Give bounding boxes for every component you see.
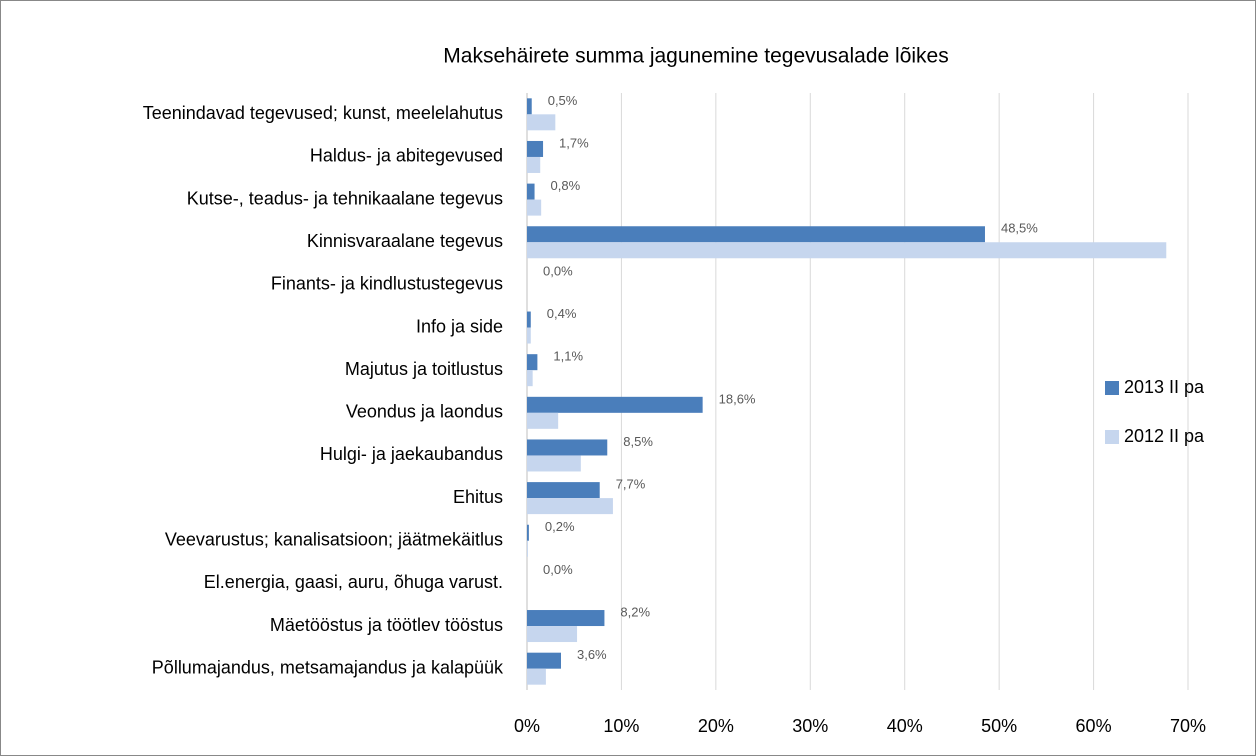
chart-title: Maksehäirete summa jagunemine tegevusala… <box>443 45 948 68</box>
bar <box>527 540 528 557</box>
y-tick-label: Info ja side <box>416 316 503 336</box>
data-label: 0,8% <box>551 178 581 193</box>
bar <box>527 226 985 243</box>
data-label: 1,7% <box>559 135 589 150</box>
bar <box>527 311 531 328</box>
bar <box>527 183 535 200</box>
legend-label: 2012 II pa <box>1124 426 1205 446</box>
bar <box>527 370 533 387</box>
bar <box>527 199 542 216</box>
y-tick-label: Veevarustus; kanalisatsioon; jäätmekäitl… <box>165 530 503 550</box>
bar <box>527 412 559 429</box>
y-tick-label: Kinnisvaraalane tegevus <box>307 231 503 251</box>
y-tick-label: Põllumajandus, metsamajandus ja kalapüük <box>152 657 504 677</box>
bar <box>527 439 608 456</box>
data-label: 0,0% <box>543 562 573 577</box>
x-tick-label: 0% <box>514 716 540 736</box>
x-tick-label: 70% <box>1170 716 1206 736</box>
x-tick-label: 30% <box>792 716 828 736</box>
bar <box>527 156 541 173</box>
y-tick-label: Kutse-, teadus- ja tehnikaalane tegevus <box>187 188 503 208</box>
bar <box>527 396 703 413</box>
bar <box>527 98 532 115</box>
bar <box>527 140 544 157</box>
data-label: 0,4% <box>547 306 577 321</box>
bar <box>527 242 1167 259</box>
bar <box>527 668 546 685</box>
bar <box>527 610 605 627</box>
data-label: 8,5% <box>623 434 653 449</box>
y-tick-label: Teenindavad tegevused; kunst, meelelahut… <box>143 103 503 123</box>
data-label: 1,1% <box>553 349 583 364</box>
data-label: 48,5% <box>1001 221 1038 236</box>
y-tick-label: Majutus ja toitlustus <box>345 359 503 379</box>
data-label: 7,7% <box>616 477 646 492</box>
x-tick-label: 50% <box>981 716 1017 736</box>
bar <box>527 524 529 541</box>
bar <box>527 455 581 472</box>
y-tick-label: El.energia, gaasi, auru, õhuga varust. <box>204 572 503 592</box>
data-label: 0,0% <box>543 263 573 278</box>
legend-swatch <box>1105 381 1119 395</box>
x-tick-label: 10% <box>603 716 639 736</box>
bar <box>527 626 578 643</box>
x-tick-label: 20% <box>698 716 734 736</box>
y-tick-label: Ehitus <box>453 487 503 507</box>
bar <box>527 482 600 499</box>
y-tick-label: Haldus- ja abitegevused <box>310 146 503 166</box>
bar <box>527 498 613 515</box>
y-tick-label: Finants- ja kindlustustegevus <box>271 274 503 294</box>
bar <box>527 114 556 131</box>
bar <box>527 652 561 669</box>
data-label: 18,6% <box>719 391 756 406</box>
y-tick-label: Veondus ja laondus <box>346 402 503 422</box>
legend-swatch <box>1105 430 1119 444</box>
bar <box>527 354 538 371</box>
data-label: 0,5% <box>548 93 578 108</box>
data-label: 0,2% <box>545 519 575 534</box>
data-label: 8,2% <box>620 604 650 619</box>
y-tick-label: Mäetööstus ja töötlev tööstus <box>270 615 503 635</box>
y-tick-label: Hulgi- ja jaekaubandus <box>320 444 503 464</box>
data-label: 3,6% <box>577 647 607 662</box>
bar <box>527 327 531 344</box>
x-tick-label: 60% <box>1076 716 1112 736</box>
legend-label: 2013 II pa <box>1124 377 1205 397</box>
x-tick-label: 40% <box>887 716 923 736</box>
